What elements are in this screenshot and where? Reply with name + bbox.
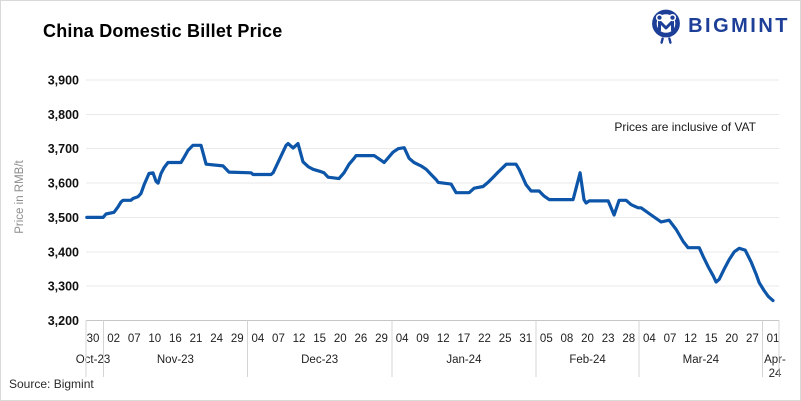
x-tick-label: 27 — [746, 333, 759, 345]
x-tick-label: 25 — [499, 333, 512, 345]
x-tick-label: 07 — [664, 333, 677, 345]
x-tick-label: 23 — [602, 333, 615, 345]
x-tick-label: 07 — [272, 333, 285, 345]
y-tick-label: 3,200 — [48, 314, 79, 328]
x-tick-label: 29 — [375, 333, 388, 345]
x-tick-label: 12 — [684, 333, 697, 345]
month-label: Jan-24 — [446, 354, 482, 366]
x-tick-label: 04 — [396, 333, 409, 345]
brand-name: BIGMINT — [688, 14, 790, 37]
x-tick-label: 10 — [148, 333, 161, 345]
y-tick-label: 3,300 — [48, 280, 79, 294]
x-tick-label: 20 — [581, 333, 594, 345]
x-tick-label: 24 — [210, 333, 223, 345]
month-label: 24 — [769, 368, 782, 380]
x-tick-label: 21 — [190, 333, 203, 345]
x-tick-label: 12 — [293, 333, 306, 345]
y-tick-label: 3,900 — [48, 74, 79, 88]
x-tick-label: 31 — [519, 333, 532, 345]
vat-annotation: Prices are inclusive of VAT — [614, 120, 756, 134]
y-tick-label: 3,800 — [48, 108, 79, 122]
x-tick-label: 15 — [313, 333, 326, 345]
x-tick-label: 16 — [169, 333, 182, 345]
bigmint-logo-icon — [652, 9, 680, 44]
y-tick-label: 3,600 — [48, 177, 79, 191]
page-title: China Domestic Billet Price — [43, 21, 283, 41]
y-tick-label: 3,500 — [48, 211, 79, 225]
x-tick-label: 01 — [767, 333, 780, 345]
x-tick-label: 04 — [251, 333, 264, 345]
brand-logo: BIGMINT — [651, 8, 790, 44]
price-line — [85, 142, 775, 303]
x-tick-label: 08 — [561, 333, 574, 345]
x-tick-label: 20 — [725, 333, 738, 345]
x-tick-label: 20 — [334, 333, 347, 345]
x-tick-label: 30 — [87, 333, 100, 345]
x-tick-label: 29 — [231, 333, 244, 345]
x-tick-label: 26 — [354, 333, 367, 345]
month-label: Oct-23 — [76, 354, 111, 366]
x-tick-label: 15 — [705, 333, 718, 345]
month-label: Dec-23 — [301, 354, 338, 366]
x-tick-label: 04 — [643, 333, 656, 345]
x-tick-label: 28 — [622, 333, 635, 345]
x-tick-label: 07 — [128, 333, 141, 345]
month-label: Feb-24 — [569, 354, 606, 366]
month-label: Nov-23 — [157, 354, 194, 366]
month-label: Apr- — [764, 354, 786, 366]
y-tick-label: 3,700 — [48, 142, 79, 156]
y-tick-label: 3,400 — [48, 245, 79, 259]
x-tick-label: 12 — [437, 333, 450, 345]
x-tick-label: 02 — [107, 333, 120, 345]
x-tick-label: 22 — [478, 333, 491, 345]
x-tick-label: 05 — [540, 333, 553, 345]
month-label: Mar-24 — [683, 354, 720, 366]
x-tick-label: 17 — [458, 333, 471, 345]
source-note: Source: Bigmint — [9, 377, 94, 391]
x-tick-label: 09 — [416, 333, 429, 345]
